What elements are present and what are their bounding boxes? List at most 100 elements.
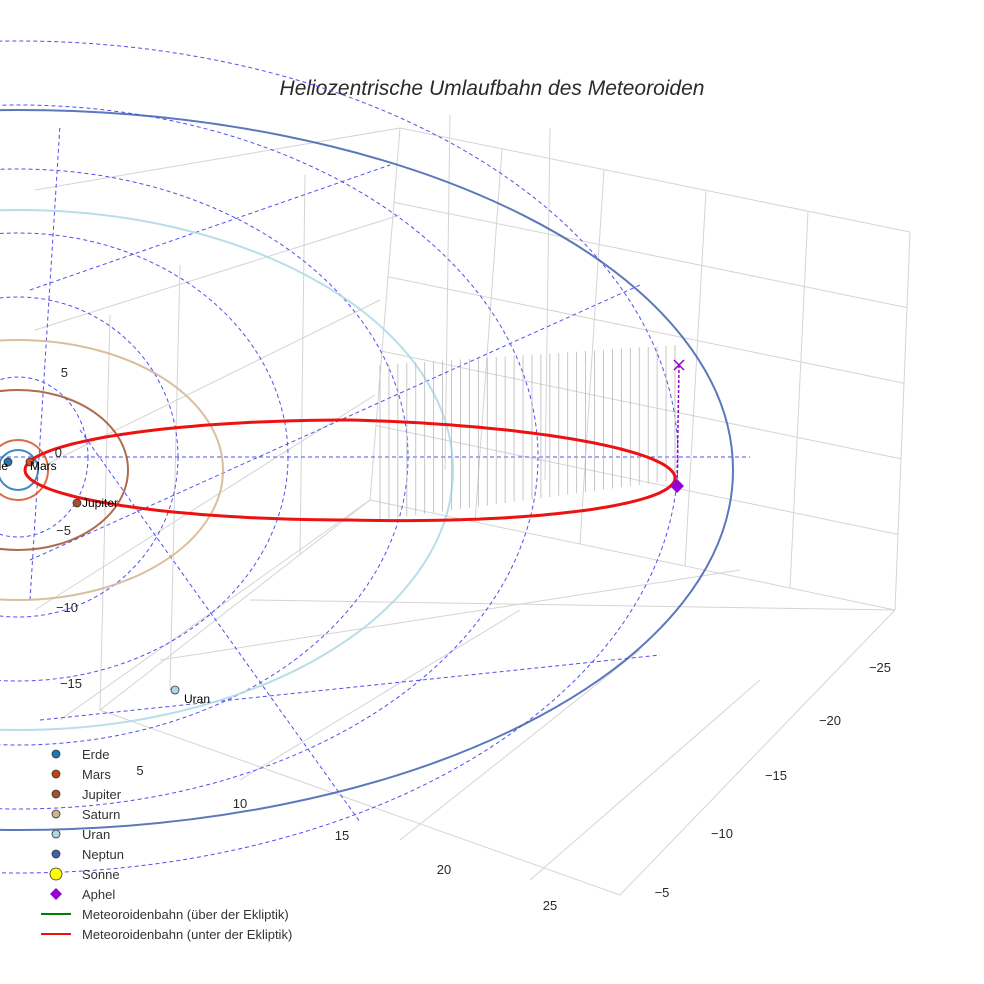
grid-line <box>169 264 181 691</box>
aphel-projection-marker <box>673 359 685 371</box>
legend-item[interactable]: Aphel <box>50 887 115 902</box>
grid-line <box>684 190 707 567</box>
planet-markers: Erde Mars Jupiter Uran <box>0 359 685 706</box>
legend-marker <box>51 789 61 799</box>
grid-line <box>399 649 641 841</box>
z-tick-label: −5 <box>56 523 71 538</box>
legend-label: Jupiter <box>82 787 122 802</box>
label-jupiter: Jupiter <box>82 496 118 510</box>
label-erde: Erde <box>0 459 8 473</box>
grid-line <box>529 679 761 881</box>
grid-line <box>381 350 902 460</box>
legend-marker <box>51 769 61 779</box>
orbit-erde <box>0 449 39 491</box>
orbit-uran <box>0 209 454 731</box>
reference-spoke <box>29 124 61 601</box>
meteoroid-orbit <box>23 364 680 523</box>
legend-marker <box>51 829 61 839</box>
grid-layer <box>34 114 911 896</box>
legend-marker <box>49 867 63 881</box>
grid-line <box>375 425 899 535</box>
marker-erde <box>3 457 13 467</box>
marker-mars <box>25 457 35 467</box>
grid-line <box>369 127 401 501</box>
legend-item[interactable]: Sonne <box>49 867 120 882</box>
marker-uran <box>170 685 180 695</box>
orbit-saturn <box>0 339 224 601</box>
grid-line <box>59 499 371 721</box>
x-tick-label: 25 <box>543 898 557 913</box>
z-tick-label: −15 <box>60 676 82 691</box>
legend-marker <box>51 809 61 819</box>
grid-line <box>34 394 376 611</box>
planet-orbits <box>0 109 734 831</box>
aphel-marker <box>670 479 684 493</box>
legend-item[interactable]: Meteoroidenbahn (über der Ekliptik) <box>41 907 289 922</box>
x-tick-label: 20 <box>437 862 451 877</box>
legend-item[interactable]: Saturn <box>51 807 120 822</box>
y-tick-label: −25 <box>869 660 891 675</box>
legend-label: Mars <box>82 767 111 782</box>
legend-item[interactable]: Mars <box>51 767 111 782</box>
reference-circle <box>0 104 539 810</box>
marker-jupiter <box>72 498 82 508</box>
y-tick-label: −20 <box>819 713 841 728</box>
x-tick-label: 15 <box>335 828 349 843</box>
orbit-neptun <box>0 109 734 831</box>
meteoroid-orbit-below <box>23 418 677 523</box>
chart-title: Heliozentrische Umlaufbahn des Meteoroid… <box>280 77 705 100</box>
grid-line <box>444 114 451 471</box>
grid-line <box>299 174 306 556</box>
aphel-cross-stroke <box>673 359 685 371</box>
legend-label: Meteoroidenbahn (über der Ekliptik) <box>82 907 289 922</box>
y-tick-label: −10 <box>711 826 733 841</box>
legend-label: Saturn <box>82 807 120 822</box>
legend-marker <box>51 849 61 859</box>
grid-line <box>393 201 908 309</box>
grid-line <box>474 148 503 523</box>
grid-line <box>99 499 371 711</box>
grid-line <box>34 299 381 471</box>
grid-line <box>34 127 401 191</box>
legend-label: Uran <box>82 827 110 842</box>
grid-line <box>894 231 911 611</box>
legend-item[interactable]: Neptun <box>51 847 124 862</box>
legend-label: Sonne <box>82 867 120 882</box>
projection-lines <box>379 345 676 520</box>
grid-line <box>544 127 551 481</box>
legend-item[interactable]: Erde <box>51 747 109 762</box>
legend-label: Erde <box>82 747 109 762</box>
grid-line <box>789 211 809 589</box>
y-tick-label: −5 <box>655 885 670 900</box>
legend-item[interactable]: Meteoroidenbahn (unter der Ekliptik) <box>41 927 292 942</box>
z-tick-label: −10 <box>56 600 78 615</box>
legend-label: Aphel <box>82 887 115 902</box>
grid-line <box>159 569 741 661</box>
grid-line <box>239 609 521 781</box>
legend-label: Neptun <box>82 847 124 862</box>
legend[interactable]: Erde Mars Jupiter Saturn Uran Neptun Sonne Aphe… <box>41 747 292 942</box>
grid-line <box>619 609 896 896</box>
reference-circles <box>0 40 750 874</box>
x-tick-label: 10 <box>233 796 247 811</box>
reference-spoke <box>39 654 661 721</box>
legend-item[interactable]: Uran <box>51 827 110 842</box>
grid-line <box>369 499 896 611</box>
legend-marker <box>50 888 62 900</box>
grid-line <box>579 169 605 545</box>
grid-line <box>34 214 401 331</box>
legend-item[interactable]: Jupiter <box>51 787 122 802</box>
grid-line <box>99 709 621 896</box>
z-tick-label: 5 <box>61 365 68 380</box>
axis-ticks: 5 0 −5 −10 −15 5 10 15 20 25 −25 −20 −15 −10 −5 <box>55 365 891 913</box>
aphel-projection-line <box>676 364 680 487</box>
label-uran: Uran <box>184 692 210 706</box>
orbit-jupiter <box>0 389 129 551</box>
legend-label: Meteoroidenbahn (unter der Ekliptik) <box>82 927 292 942</box>
z-tick-label: 0 <box>55 445 62 460</box>
grid-line <box>99 314 111 711</box>
label-mars: Mars <box>30 459 57 473</box>
grid-line <box>249 599 896 611</box>
grid-line <box>399 127 911 233</box>
